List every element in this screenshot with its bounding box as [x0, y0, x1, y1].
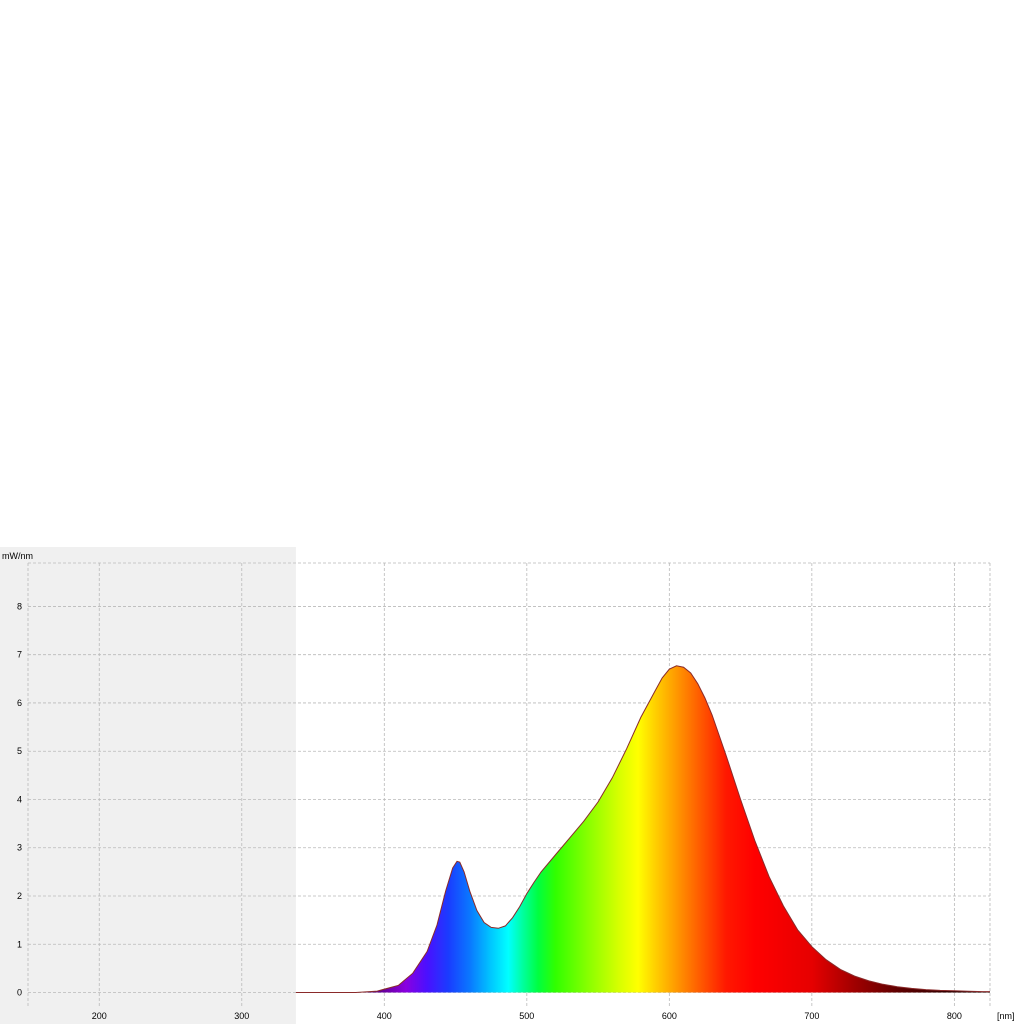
- y-tick-label: 1: [17, 939, 22, 949]
- x-tick-label: 200: [92, 1011, 107, 1021]
- y-tick-label: 0: [17, 988, 22, 998]
- y-axis-label: mW/nm: [2, 551, 33, 561]
- y-tick-label: 8: [17, 601, 22, 611]
- x-tick-label: 300: [234, 1011, 249, 1021]
- y-tick-label: 3: [17, 843, 22, 853]
- x-axis-label: [nm]: [997, 1011, 1015, 1021]
- y-tick-label: 5: [17, 746, 22, 756]
- axis-ticks: 200 300 400 500 600 700 800 0 1 2 3 4 5 6 7 8: [17, 601, 962, 1021]
- x-tick-label: 500: [519, 1011, 534, 1021]
- y-tick-label: 6: [17, 698, 22, 708]
- spectrum-area: [295, 665, 990, 993]
- spectrum-line: [295, 665, 990, 993]
- x-tick-label: 400: [377, 1011, 392, 1021]
- spectrum-fill: [295, 665, 990, 993]
- x-tick-label: 700: [804, 1011, 819, 1021]
- unmeasured-region: [0, 547, 296, 1024]
- y-tick-label: 7: [17, 650, 22, 660]
- y-tick-label: 4: [17, 794, 22, 804]
- x-tick-label: 800: [947, 1011, 962, 1021]
- y-tick-label: 2: [17, 891, 22, 901]
- x-tick-label: 600: [662, 1011, 677, 1021]
